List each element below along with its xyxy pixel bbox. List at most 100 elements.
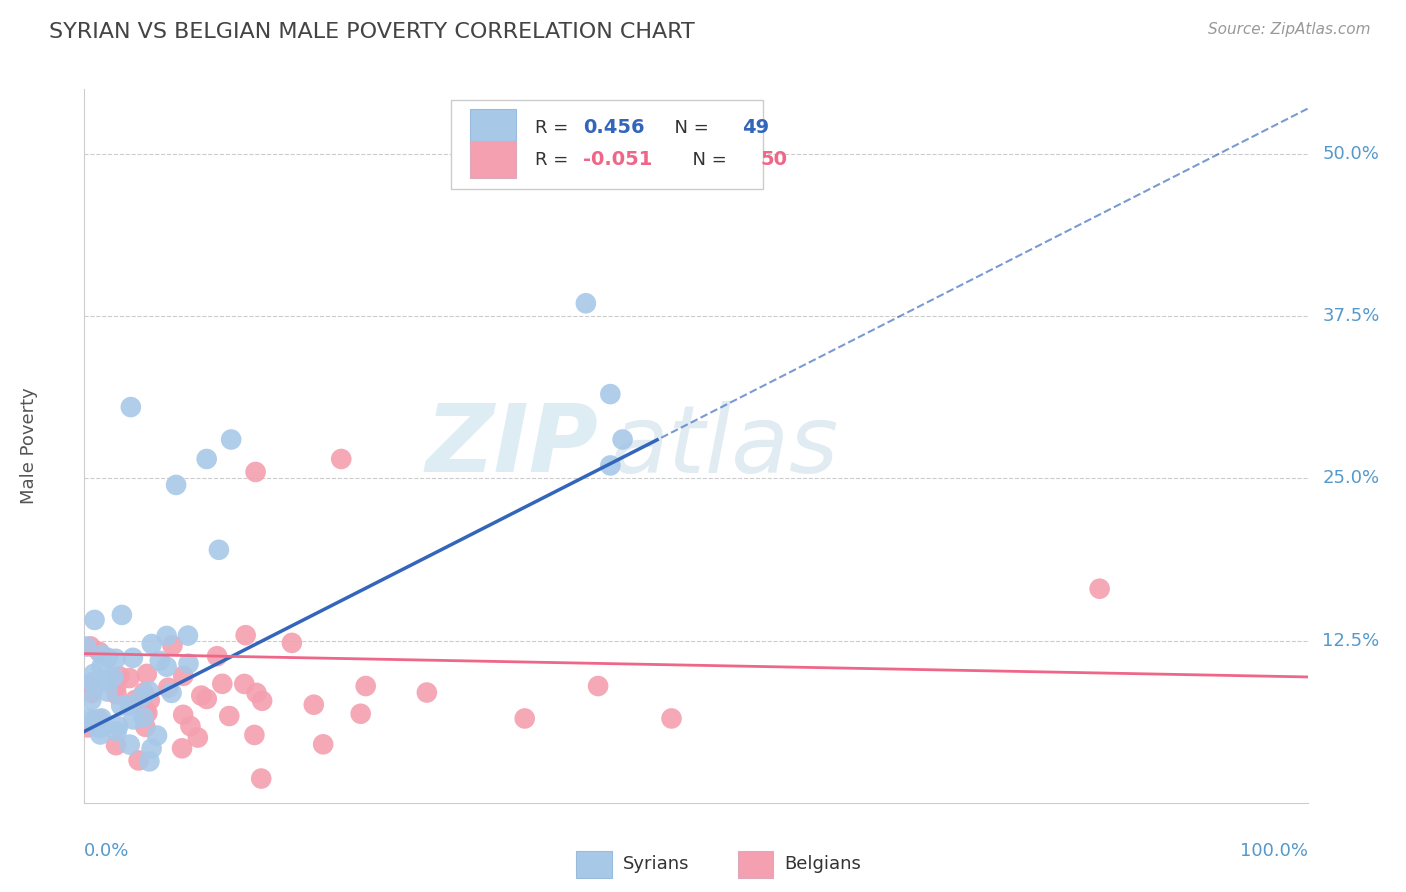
Point xyxy=(121,650,143,665)
Point xyxy=(80,686,103,700)
Point xyxy=(105,738,128,752)
Point xyxy=(134,720,156,734)
Point xyxy=(138,755,160,769)
Point xyxy=(118,671,141,685)
FancyBboxPatch shape xyxy=(470,109,516,146)
Point xyxy=(195,692,218,706)
Point xyxy=(104,652,127,666)
FancyBboxPatch shape xyxy=(470,141,516,178)
Text: 50: 50 xyxy=(761,151,787,169)
Point xyxy=(350,706,373,721)
Point xyxy=(233,677,256,691)
Text: Syrians: Syrians xyxy=(623,855,689,873)
Point xyxy=(661,711,683,725)
Text: atlas: atlas xyxy=(610,401,838,491)
Text: Male Poverty: Male Poverty xyxy=(20,388,38,504)
Point xyxy=(97,672,120,686)
Point xyxy=(89,645,111,659)
Point xyxy=(141,637,163,651)
Point xyxy=(612,433,634,447)
Point xyxy=(139,693,162,707)
Point xyxy=(108,669,131,683)
Point xyxy=(79,640,101,654)
Point xyxy=(211,677,233,691)
Point xyxy=(208,542,231,557)
Text: Source: ZipAtlas.com: Source: ZipAtlas.com xyxy=(1208,22,1371,37)
Point xyxy=(170,741,193,756)
Point xyxy=(190,689,212,703)
Text: N =: N = xyxy=(682,151,733,169)
Point xyxy=(76,712,98,726)
Point xyxy=(160,686,183,700)
Point xyxy=(219,433,242,447)
Point xyxy=(135,704,157,718)
Point xyxy=(83,666,105,681)
Text: 100.0%: 100.0% xyxy=(1240,842,1308,860)
Point xyxy=(245,465,267,479)
Point xyxy=(177,629,200,643)
Point xyxy=(105,724,128,739)
Text: Belgians: Belgians xyxy=(785,855,862,873)
Point xyxy=(149,654,172,668)
Text: R =: R = xyxy=(534,151,574,169)
Point xyxy=(586,679,609,693)
Point xyxy=(599,387,621,401)
Point xyxy=(103,670,125,684)
Point xyxy=(131,693,153,707)
Point xyxy=(218,709,240,723)
Point xyxy=(76,721,98,735)
FancyBboxPatch shape xyxy=(451,100,763,189)
Point xyxy=(187,731,209,745)
Point xyxy=(156,659,179,673)
Point xyxy=(79,679,101,693)
Point xyxy=(135,666,157,681)
Point xyxy=(105,680,128,694)
Point xyxy=(205,649,228,664)
Point xyxy=(575,296,598,310)
Point xyxy=(172,669,194,683)
Point xyxy=(235,628,257,642)
Point xyxy=(82,675,104,690)
Point xyxy=(138,684,160,698)
Point xyxy=(89,721,111,735)
Point xyxy=(250,772,273,786)
Point xyxy=(118,738,141,752)
Point xyxy=(250,694,273,708)
Point xyxy=(599,458,621,473)
Point xyxy=(83,713,105,727)
Point xyxy=(354,679,377,693)
Point xyxy=(105,688,128,702)
Text: SYRIAN VS BELGIAN MALE POVERTY CORRELATION CHART: SYRIAN VS BELGIAN MALE POVERTY CORRELATI… xyxy=(49,22,695,42)
Point xyxy=(83,613,105,627)
Point xyxy=(1088,582,1111,596)
Point xyxy=(93,674,115,689)
Point xyxy=(132,710,155,724)
Point xyxy=(128,754,150,768)
Point xyxy=(131,690,153,704)
Point xyxy=(179,719,201,733)
Point xyxy=(195,452,218,467)
Point xyxy=(302,698,325,712)
Text: -0.051: -0.051 xyxy=(583,151,652,169)
Text: 25.0%: 25.0% xyxy=(1322,469,1379,487)
Point xyxy=(120,400,142,414)
Point xyxy=(156,629,179,643)
Point xyxy=(136,706,159,720)
Text: 50.0%: 50.0% xyxy=(1322,145,1379,163)
Point xyxy=(90,648,112,662)
Point xyxy=(146,729,169,743)
Point xyxy=(80,693,103,707)
Point xyxy=(513,711,536,725)
Point xyxy=(111,607,134,622)
Text: 49: 49 xyxy=(742,119,769,137)
Point xyxy=(243,728,266,742)
Point xyxy=(90,659,112,673)
Text: 0.0%: 0.0% xyxy=(84,842,129,860)
Point xyxy=(96,684,118,698)
Point xyxy=(132,685,155,699)
Text: 12.5%: 12.5% xyxy=(1322,632,1379,649)
Text: 37.5%: 37.5% xyxy=(1322,307,1379,326)
Point xyxy=(330,452,353,467)
Point xyxy=(141,741,163,756)
Point xyxy=(172,707,194,722)
